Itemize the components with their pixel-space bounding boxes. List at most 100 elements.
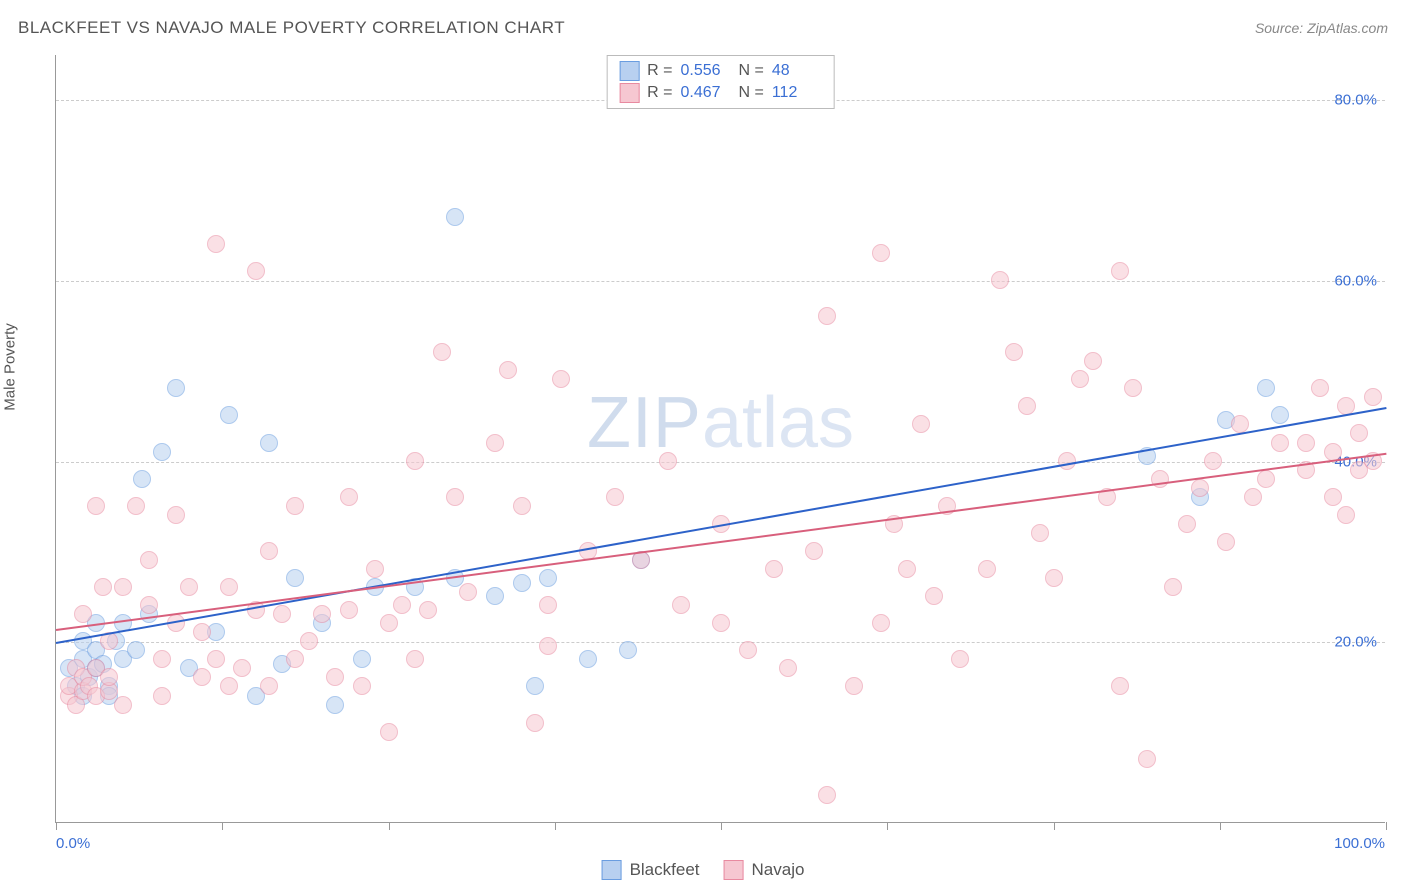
legend-label: Blackfeet	[630, 860, 700, 880]
legend-item: Blackfeet	[602, 860, 700, 880]
data-point	[114, 578, 132, 596]
watermark: ZIPatlas	[587, 382, 854, 464]
legend-swatch	[619, 61, 639, 81]
data-point	[845, 677, 863, 695]
data-point	[606, 488, 624, 506]
data-point	[978, 560, 996, 578]
data-point	[220, 578, 238, 596]
legend-swatch	[619, 83, 639, 103]
data-point	[1257, 470, 1275, 488]
plot-area: ZIPatlas 20.0%40.0%60.0%80.0%0.0%100.0%R…	[55, 55, 1385, 823]
bottom-legend: Blackfeet Navajo	[602, 860, 805, 880]
data-point	[1217, 533, 1235, 551]
data-point	[1005, 343, 1023, 361]
data-point	[313, 605, 331, 623]
stat-r-value: 0.467	[681, 84, 731, 102]
data-point	[818, 307, 836, 325]
y-tick-label: 20.0%	[1334, 634, 1377, 651]
data-point	[220, 677, 238, 695]
data-point	[127, 497, 145, 515]
data-point	[1337, 506, 1355, 524]
data-point	[1071, 370, 1089, 388]
data-point	[433, 343, 451, 361]
data-point	[180, 578, 198, 596]
data-point	[193, 623, 211, 641]
data-point	[912, 415, 930, 433]
stat-n-label: N =	[739, 84, 764, 102]
data-point	[1111, 262, 1129, 280]
stat-n-value: 48	[772, 62, 822, 80]
data-point	[286, 569, 304, 587]
data-point	[513, 497, 531, 515]
data-point	[1311, 379, 1329, 397]
legend-swatch	[724, 860, 744, 880]
data-point	[1364, 388, 1382, 406]
data-point	[87, 497, 105, 515]
data-point	[74, 605, 92, 623]
data-point	[1084, 352, 1102, 370]
data-point	[286, 650, 304, 668]
stat-n-label: N =	[739, 62, 764, 80]
data-point	[539, 596, 557, 614]
data-point	[1045, 569, 1063, 587]
data-point	[1324, 488, 1342, 506]
watermark-part1: ZIP	[587, 383, 702, 463]
data-point	[1058, 452, 1076, 470]
data-point	[818, 786, 836, 804]
y-tick-label: 80.0%	[1334, 92, 1377, 109]
data-point	[805, 542, 823, 560]
data-point	[1350, 424, 1368, 442]
data-point	[247, 262, 265, 280]
data-point	[94, 578, 112, 596]
data-point	[153, 650, 171, 668]
data-point	[193, 668, 211, 686]
data-point	[340, 601, 358, 619]
legend-label: Navajo	[752, 860, 805, 880]
data-point	[140, 551, 158, 569]
gridline	[56, 281, 1385, 282]
data-point	[100, 668, 118, 686]
data-point	[207, 650, 225, 668]
data-point	[1178, 515, 1196, 533]
data-point	[406, 452, 424, 470]
data-point	[872, 244, 890, 262]
data-point	[499, 361, 517, 379]
trendline	[56, 453, 1386, 631]
stats-row: R =0.556N =48	[619, 60, 822, 82]
data-point	[765, 560, 783, 578]
data-point	[672, 596, 690, 614]
data-point	[207, 235, 225, 253]
data-point	[526, 714, 544, 732]
x-tick-label-min: 0.0%	[56, 835, 90, 852]
stat-n-value: 112	[772, 84, 822, 102]
data-point	[326, 696, 344, 714]
gridline	[56, 642, 1385, 643]
data-point	[406, 650, 424, 668]
x-tick	[555, 822, 556, 830]
data-point	[127, 641, 145, 659]
data-point	[486, 587, 504, 605]
y-tick-label: 60.0%	[1334, 272, 1377, 289]
stat-r-label: R =	[647, 84, 672, 102]
x-tick	[389, 822, 390, 830]
data-point	[579, 650, 597, 668]
data-point	[273, 605, 291, 623]
legend-swatch	[602, 860, 622, 880]
data-point	[526, 677, 544, 695]
data-point	[925, 587, 943, 605]
data-point	[140, 596, 158, 614]
data-point	[619, 641, 637, 659]
chart-title: BLACKFEET VS NAVAJO MALE POVERTY CORRELA…	[18, 18, 565, 38]
data-point	[133, 470, 151, 488]
data-point	[326, 668, 344, 686]
data-point	[1164, 578, 1182, 596]
data-point	[1271, 434, 1289, 452]
stats-legend: R =0.556N =48R =0.467N =112	[606, 55, 835, 109]
x-tick	[222, 822, 223, 830]
data-point	[1297, 434, 1315, 452]
x-tick	[1386, 822, 1387, 830]
data-point	[446, 488, 464, 506]
data-point	[1271, 406, 1289, 424]
x-tick	[1054, 822, 1055, 830]
stat-r-label: R =	[647, 62, 672, 80]
